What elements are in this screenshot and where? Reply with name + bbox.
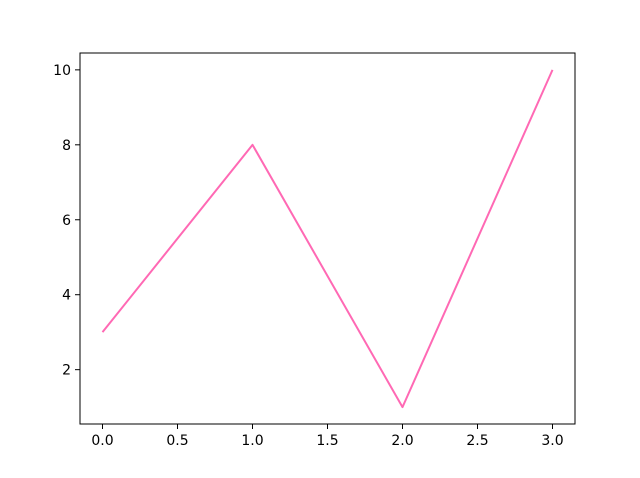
y-tick-label: 8 <box>62 138 71 154</box>
y-tick-label: 6 <box>62 213 71 229</box>
x-axis-ticks: 0.0 0.5 1.0 1.5 2.0 2.5 3.0 <box>91 424 564 449</box>
data-line <box>101 69 554 409</box>
x-tick-label: 0.5 <box>166 433 188 449</box>
plot-frame <box>79 52 576 425</box>
y-tick-label: 4 <box>62 288 71 304</box>
y-tick-label: 2 <box>62 363 71 379</box>
x-tick-label: 2.5 <box>466 433 488 449</box>
x-tick-label: 3.0 <box>541 433 563 449</box>
x-tick-label: 0.0 <box>91 433 113 449</box>
data-series <box>101 69 554 409</box>
x-tick-label: 1.5 <box>316 433 338 449</box>
y-axis-ticks: 2 4 6 8 10 <box>53 63 80 379</box>
x-tick-label: 2.0 <box>391 433 413 449</box>
x-tick-label: 1.0 <box>241 433 263 449</box>
y-tick-label: 10 <box>53 63 71 79</box>
